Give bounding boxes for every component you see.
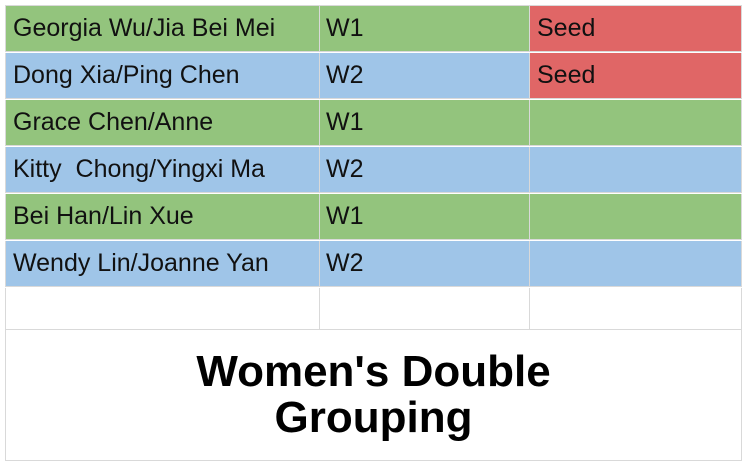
pair-cell[interactable]: Bei Han/Lin Xue	[5, 194, 320, 240]
table-row: Dong Xia/Ping Chen W2 Seed	[5, 53, 742, 99]
seed-cell[interactable]: Seed	[530, 53, 742, 99]
page-title: Women's Double Grouping	[196, 347, 551, 442]
table-row: Wendy Lin/Joanne Yan W2	[5, 241, 742, 287]
note-cell[interactable]	[530, 241, 742, 287]
title-merged-cell[interactable]: Women's Double Grouping	[5, 330, 742, 461]
empty-row	[5, 288, 742, 330]
grid-top-border	[5, 5, 742, 6]
note-cell[interactable]	[530, 147, 742, 193]
group-cell[interactable]: W2	[320, 147, 530, 193]
table-row: Kitty Chong/Yingxi Ma W2	[5, 147, 742, 193]
table-row: Bei Han/Lin Xue W1	[5, 194, 742, 240]
note-cell[interactable]	[530, 100, 742, 146]
group-cell[interactable]: W2	[320, 241, 530, 287]
empty-cell[interactable]	[320, 288, 530, 330]
group-cell[interactable]: W1	[320, 6, 530, 52]
pair-cell[interactable]: Kitty Chong/Yingxi Ma	[5, 147, 320, 193]
group-cell[interactable]: W1	[320, 194, 530, 240]
pair-cell[interactable]: Dong Xia/Ping Chen	[5, 53, 320, 99]
group-cell[interactable]: W2	[320, 53, 530, 99]
note-cell[interactable]	[530, 194, 742, 240]
pair-cell[interactable]: Grace Chen/Anne	[5, 100, 320, 146]
table-row: Grace Chen/Anne W1	[5, 100, 742, 146]
pair-cell[interactable]: Georgia Wu/Jia Bei Mei	[5, 6, 320, 52]
pair-cell[interactable]: Wendy Lin/Joanne Yan	[5, 241, 320, 287]
empty-cell[interactable]	[530, 288, 742, 330]
seed-cell[interactable]: Seed	[530, 6, 742, 52]
table-row: Georgia Wu/Jia Bei Mei W1 Seed	[5, 6, 742, 52]
group-cell[interactable]: W1	[320, 100, 530, 146]
empty-cell[interactable]	[5, 288, 320, 330]
